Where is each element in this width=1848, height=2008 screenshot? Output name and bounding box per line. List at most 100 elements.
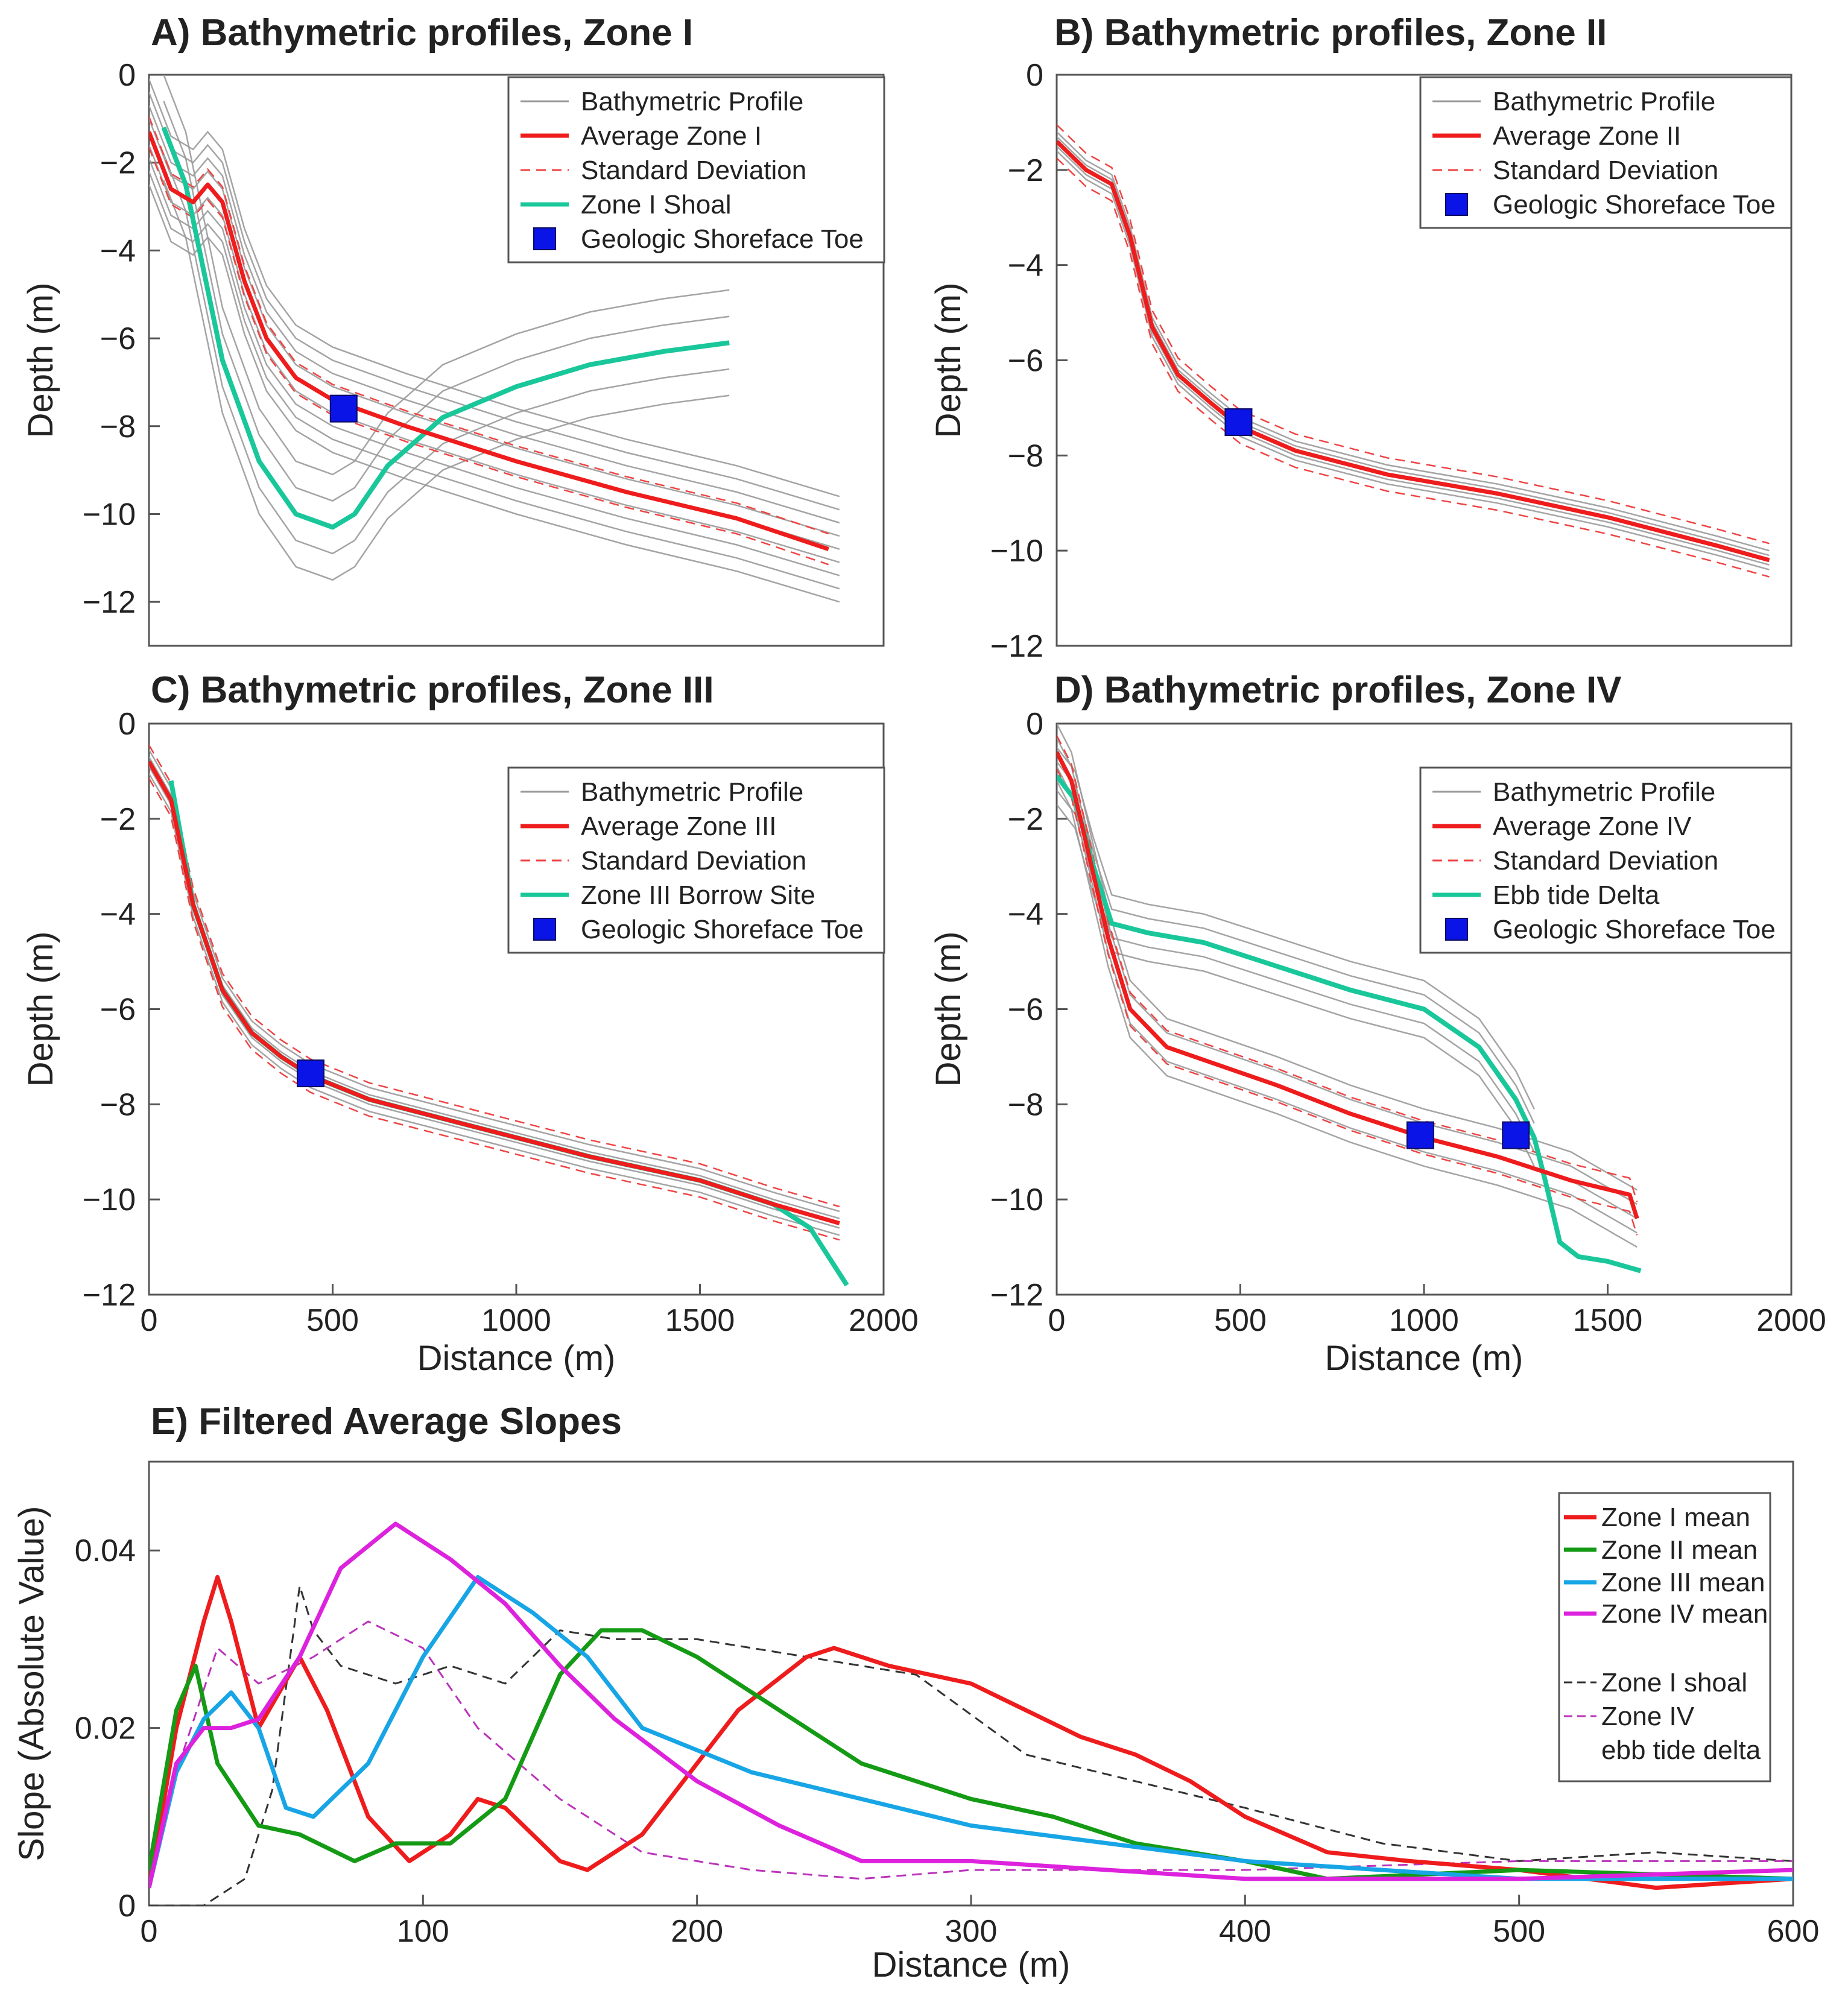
panel-d-bathymetric-profile-line — [1057, 766, 1638, 1234]
panel-e-legend-box — [1558, 1492, 1771, 1782]
panel-b-ytick-label: −2 — [1008, 153, 1043, 188]
panel-e-xtick-label: 300 — [945, 1914, 998, 1949]
panel-a-legend-label: Standard Deviation — [581, 156, 806, 185]
panel-d-ylabel: Depth (m) — [929, 932, 968, 1087]
panel-d-title: D) Bathymetric profiles, Zone IV — [1054, 669, 1622, 711]
panel-d-legend-label: Standard Deviation — [1493, 846, 1718, 876]
panel-b-ytick-label: −6 — [1008, 344, 1043, 379]
panel-a-legend-label: Zone I Shoal — [581, 190, 732, 219]
panel-e: E) Filtered Average Slopes 0 0.02 0.04 0 100… — [12, 1401, 1819, 1984]
panel-a-bathymetric-profile-line — [163, 153, 730, 555]
panel-c-shoreface-toe-marker — [296, 1059, 324, 1088]
panel-d-stddev-line — [1057, 735, 1638, 1202]
panel-c-ytick-label: −6 — [100, 993, 136, 1028]
panel-e-legend-label: Zone II mean — [1601, 1535, 1758, 1565]
panel-c-bathymetric-profile-line — [149, 773, 840, 1236]
panel-a-bathymetric-profile-line — [149, 78, 840, 497]
panel-b-ytick-label: −12 — [990, 629, 1043, 664]
panel-d-series-group — [1057, 724, 1642, 1274]
panel-d-ytick-label: 0 — [1026, 707, 1043, 742]
panel-d-bathymetric-profile-line — [1057, 724, 1638, 1191]
panel-b-legend-swatch — [1445, 193, 1468, 216]
panel-e-xtick-label: 200 — [671, 1914, 723, 1949]
panel-e-xtick-label: 0 — [141, 1914, 158, 1949]
panel-d-shoreface-toe-marker — [1406, 1121, 1434, 1149]
panel-c-xtick-label: 500 — [306, 1303, 359, 1338]
panel-c-legend-label: Geologic Shoreface Toe — [581, 915, 864, 944]
panel-d-ytick-label: −4 — [1008, 897, 1043, 932]
panel-e-ytick-label: 0.04 — [75, 1533, 136, 1568]
panel-e-legend-label: Zone IV — [1601, 1702, 1695, 1731]
panel-c-title: C) Bathymetric profiles, Zone III — [151, 669, 714, 711]
panel-e-legend-label: Zone IV mean — [1601, 1599, 1768, 1629]
panel-c-ytick-label: −2 — [100, 802, 136, 837]
panel-b: B) Bathymetric profiles, Zone II 0 −2 −4 −6… — [929, 12, 1793, 664]
panel-c-legend-box — [507, 766, 885, 954]
panel-d-average-line — [1057, 751, 1639, 1219]
panel-d-legend-swatch — [1445, 918, 1468, 941]
panel-c-series-group — [149, 744, 849, 1287]
panel-d-legend-label: Geologic Shoreface Toe — [1493, 915, 1776, 944]
panel-b-legend-label: Bathymetric Profile — [1493, 87, 1715, 116]
panel-e-zone-2-mean-line — [149, 1628, 1793, 1881]
panel-e-series-group — [149, 1521, 1793, 1905]
panel-c: C) Bathymetric profiles, Zone III 0 −2 −4 −… — [21, 669, 919, 1378]
panel-a-ylabel: Depth (m) — [21, 283, 60, 438]
panel-d-ytick-label: −8 — [1008, 1087, 1043, 1122]
panel-b-ytick-label: −10 — [990, 534, 1043, 569]
panel-d-shoreface-toe-marker — [1502, 1121, 1530, 1149]
panel-d-ytick-label: −12 — [990, 1278, 1043, 1313]
panel-a-legend-label: Average Zone I — [581, 121, 762, 151]
panel-e-legend-label: ebb tide delta — [1601, 1735, 1761, 1765]
panel-d: D) Bathymetric profiles, Zone IV 0 −2 −4 −6… — [929, 669, 1826, 1378]
panel-a-legend-swatch — [533, 227, 556, 250]
panel-b-series-group — [1057, 124, 1770, 578]
panel-a-ytick-label: −12 — [83, 585, 136, 620]
panel-c-stddev-line — [149, 778, 840, 1241]
panel-e-legend-label: Zone I shoal — [1601, 1668, 1747, 1697]
panel-a-title: A) Bathymetric profiles, Zone I — [151, 12, 693, 54]
panel-d-ytick-label: −10 — [990, 1182, 1043, 1217]
panel-e-legend-label: Zone III mean — [1601, 1568, 1765, 1597]
panel-a-stddev-line — [149, 147, 829, 566]
panel-c-ytick-label: −12 — [83, 1278, 136, 1313]
panel-b-legend-label: Average Zone II — [1493, 121, 1681, 151]
panel-d-bathymetric-profile-line — [1057, 780, 1638, 1248]
panel-d-bathymetric-profile-line — [1057, 747, 1535, 1110]
panel-a-bathymetric-profile-line — [149, 92, 840, 511]
panel-e-xtick-label: 600 — [1767, 1914, 1820, 1949]
panel-d-feature-line — [1057, 774, 1642, 1274]
panel-c-ytick-label: −4 — [100, 897, 136, 932]
panel-e-zone-1-shoal-line — [149, 1585, 1793, 1905]
panel-d-legend-label: Average Zone IV — [1493, 812, 1692, 841]
panel-c-ytick-label: 0 — [118, 707, 136, 742]
panel-b-ytick-label: −4 — [1008, 248, 1043, 283]
panel-e-ylabel: Slope (Absolute Value) — [12, 1506, 51, 1861]
panel-d-legend-label: Ebb tide Delta — [1493, 880, 1660, 910]
panel-d-bathymetric-profile-line — [1057, 804, 1535, 1167]
panel-a-legend-box — [507, 76, 885, 264]
panel-e-plot-area: 0 0.02 0.04 0 100 200 300 400 500 600 Slope (Absol… — [12, 1460, 1820, 1984]
panel-a-legend-label: Bathymetric Profile — [581, 87, 803, 116]
panel-a-bathymetric-profile-line — [163, 101, 730, 502]
panel-a-average-line — [149, 131, 829, 552]
panel-d-xtick-label: 0 — [1048, 1303, 1066, 1338]
panel-a-ytick-label: −8 — [100, 409, 136, 444]
panel-e-xlabel: Distance (m) — [872, 1945, 1071, 1984]
panel-a-bathymetric-profile-line — [149, 184, 840, 603]
panel-d-legend-box — [1419, 766, 1793, 954]
panel-e-title: E) Filtered Average Slopes — [151, 1401, 622, 1442]
panel-b-stddev-line — [1057, 124, 1770, 545]
panel-d-xtick-label: 1500 — [1573, 1303, 1643, 1338]
panel-e-legend-label: Zone I mean — [1601, 1503, 1750, 1532]
panel-a-feature-line — [161, 126, 730, 530]
panel-e-zone-1-mean-line — [149, 1574, 1793, 1890]
panel-d-xtick-label: 500 — [1214, 1303, 1267, 1338]
panel-c-legend-label: Average Zone III — [581, 812, 777, 841]
panel-e-xtick-label: 100 — [397, 1914, 449, 1949]
panel-d-ytick-label: −2 — [1008, 802, 1043, 837]
panel-b-legend-label: Standard Deviation — [1493, 156, 1718, 185]
